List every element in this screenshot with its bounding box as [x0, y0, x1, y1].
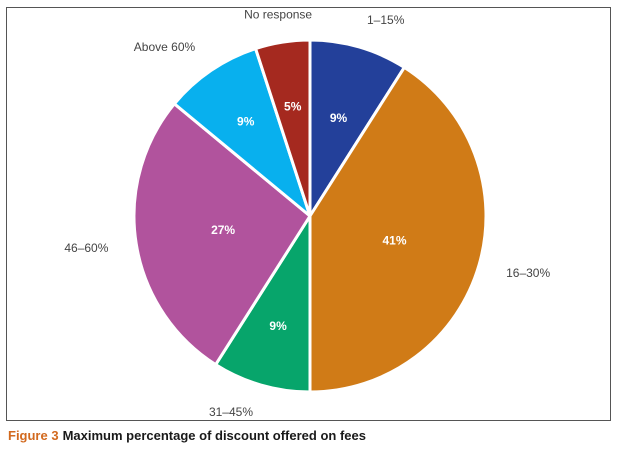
slice-category-label: 31–45%	[209, 405, 253, 419]
slice-category-label: 1–15%	[367, 13, 405, 27]
pie-slice-1	[308, 38, 406, 218]
slice-value-label: 9%	[237, 114, 255, 128]
slice-value-label: 27%	[211, 223, 235, 237]
slice-category-label: 16–30%	[506, 266, 550, 280]
slice-value-label: 9%	[330, 111, 348, 125]
slice-value-label: 9%	[269, 319, 287, 333]
figure-title: Maximum percentage of discount offered o…	[62, 428, 366, 443]
pie-slices	[132, 38, 488, 394]
slice-value-label: 5%	[284, 100, 302, 114]
pie-slice-4	[132, 102, 312, 367]
pie-slice-2	[308, 65, 488, 394]
pie-slice-5	[172, 47, 312, 218]
slice-category-label: Above 60%	[134, 40, 196, 54]
slice-category-label: 46–60%	[64, 241, 108, 255]
figure-number: Figure 3	[8, 428, 59, 443]
slice-category-label: No response	[244, 7, 312, 21]
pie-slice-6	[254, 38, 312, 218]
figure-caption: Figure 3 Maximum percentage of discount o…	[8, 428, 366, 443]
percentage-labels: 9% 41% 9% 27% 9% 5%	[211, 100, 407, 333]
pie-slice-3	[214, 214, 312, 394]
category-labels: 1–15% 16–30% 31–45% 46–60% Above 60% No respo…	[64, 7, 550, 419]
slice-value-label: 41%	[382, 234, 406, 248]
